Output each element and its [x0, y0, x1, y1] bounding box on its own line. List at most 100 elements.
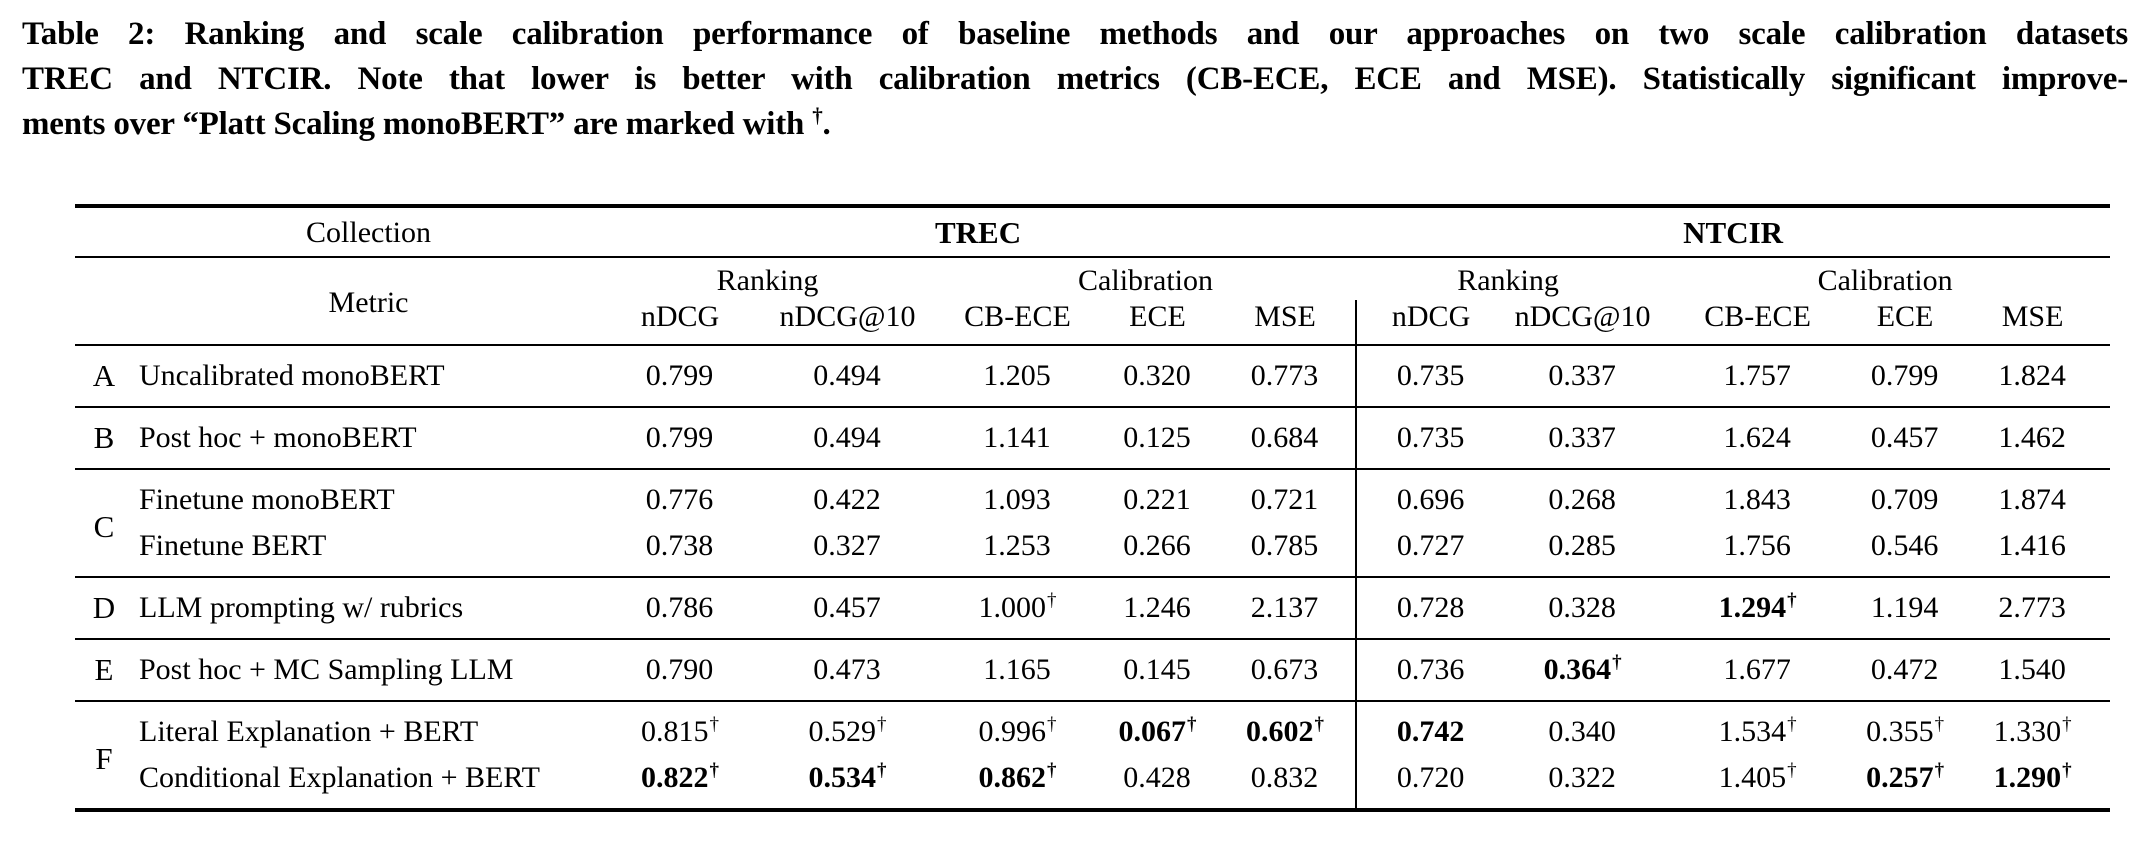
col-header-ntcir-ndcg: nDCG	[1355, 300, 1506, 345]
metric-cell: 0.799	[645, 359, 714, 392]
dataset-header-ntcir: NTCIR	[1683, 215, 1784, 250]
metric-cell: 0.546	[1870, 529, 1939, 562]
metric-cell: 0.736	[1355, 639, 1506, 701]
col-header-trec-ece: ECE	[1129, 300, 1186, 333]
col-header-trec-cbece: CB-ECE	[964, 300, 1071, 333]
metric-cell: 0.322	[1548, 761, 1616, 794]
method-name: LLM prompting w/ rubrics	[139, 591, 464, 624]
row-group-label: D	[92, 590, 116, 625]
metric-cell: 0.709	[1870, 483, 1939, 516]
metric-cell: 1.290†	[1993, 760, 2072, 794]
metric-cell: 0.221	[1123, 483, 1191, 516]
row-group-label: C	[93, 508, 115, 544]
metric-cell: 0.355†	[1866, 714, 1945, 748]
metric-cell: 0.773	[1250, 359, 1319, 392]
col-header-trec-ndcg10: nDCG@10	[779, 300, 916, 333]
caption-line-1: Table 2: Ranking and scale calibration p…	[22, 16, 2128, 52]
caption-line-2: TREC and NTCIR. Note that lower is bette…	[22, 61, 2128, 97]
metric-cell: 0.735	[1355, 407, 1506, 469]
metric-group-row: Metric Ranking Calibration Ranking Calib…	[75, 257, 2110, 319]
metric-label: Metric	[328, 286, 409, 319]
method-name: Literal Explanation + BERT	[139, 715, 479, 748]
metric-cell: 0.815†	[641, 714, 720, 748]
col-header-ntcir-mse: MSE	[2001, 300, 2064, 333]
method-name: Uncalibrated monoBERT	[139, 359, 445, 392]
method-name: Finetune monoBERT	[139, 483, 395, 516]
table-caption: Table 2: Ranking and scale calibration p…	[22, 12, 2128, 147]
metric-cell: 1.540	[1998, 653, 2066, 686]
metric-cell: 1.253	[983, 529, 1051, 562]
metric-cell: 1.756	[1723, 529, 1791, 562]
metric-cell: 0.735	[1355, 345, 1506, 407]
metric-cell: 0.337	[1548, 359, 1616, 392]
metric-cell: 1.165	[983, 653, 1051, 686]
group-header-trec-calibration: Calibration	[1078, 264, 1214, 297]
metric-cell: 1.205	[983, 359, 1051, 392]
metric-cell: 0.720	[1355, 755, 1506, 810]
metric-cell: 0.494	[813, 421, 881, 454]
caption-line-3: ments over “Platt Scaling monoBERT” are …	[22, 102, 2128, 147]
metric-cell: 0.776	[645, 483, 714, 516]
collection-label: Collection	[306, 216, 431, 249]
metric-cell: 0.742	[1355, 701, 1506, 755]
metric-cell: 0.534†	[808, 760, 887, 794]
metric-cell: 0.862†	[978, 760, 1057, 794]
metric-cell: 0.996†	[978, 714, 1057, 748]
metric-cell: 0.428	[1123, 761, 1191, 794]
table-row-f1: F Literal Explanation + BERT 0.815† 0.52…	[75, 701, 2110, 775]
metric-cell: 0.266	[1123, 529, 1191, 562]
metric-cell: 1.294†	[1718, 590, 1797, 624]
metric-cell: 1.000†	[978, 590, 1057, 624]
metric-cell: 1.824	[1998, 359, 2066, 392]
dagger-symbol: †	[812, 103, 823, 127]
metric-cell: 2.137	[1250, 591, 1319, 624]
metric-cell: 0.738	[645, 529, 714, 562]
metric-cell: 2.773	[1998, 591, 2066, 624]
metric-cell: 0.799	[1870, 359, 1939, 392]
col-header-ntcir-ece: ECE	[1876, 300, 1934, 333]
metric-cell: 0.328	[1548, 591, 1616, 624]
metric-cell: 1.534†	[1718, 714, 1797, 748]
metric-cell: 1.624	[1723, 421, 1791, 454]
metric-cell: 0.721	[1250, 483, 1319, 516]
metric-cell: 0.285	[1548, 529, 1616, 562]
method-name: Conditional Explanation + BERT	[139, 761, 540, 794]
metric-cell: 0.785	[1250, 529, 1319, 562]
metric-cell: 0.340	[1548, 715, 1616, 748]
metric-cell: 0.728	[1355, 577, 1506, 639]
col-header-ntcir-cbece: CB-ECE	[1704, 300, 1811, 333]
metric-cell: 1.330†	[1993, 714, 2072, 748]
dataset-header-trec: TREC	[934, 215, 1022, 250]
group-header-ntcir-calibration: Calibration	[1817, 264, 1953, 297]
metric-cell: 0.125	[1123, 421, 1191, 454]
metric-cell: 0.790	[645, 653, 714, 686]
method-name: Post hoc + MC Sampling LLM	[139, 653, 514, 686]
table-row-c2: Finetune BERT 0.738 0.327 1.253 0.266 0.…	[75, 523, 2111, 577]
metric-cell: 1.874	[1998, 483, 2066, 516]
metric-cell: 0.257†	[1866, 760, 1945, 794]
metric-cell: 1.416	[1998, 529, 2066, 562]
metric-cell: 0.684	[1250, 421, 1319, 454]
table-row-d: D LLM prompting w/ rubrics 0.786 0.457 1…	[75, 577, 2111, 639]
metric-subheader-row: nDCG nDCG@10 CB-ECE ECE MSE nDCG nDCG@10…	[75, 300, 2111, 345]
metric-cell: 0.673	[1250, 653, 1319, 686]
table-row-c1: C Finetune monoBERT 0.776 0.422 1.093 0.…	[75, 469, 2110, 543]
metric-cell: 0.602†	[1246, 714, 1325, 748]
metric-cell: 0.145	[1123, 653, 1191, 686]
group-header-ntcir-ranking: Ranking	[1457, 264, 1559, 297]
metric-cell: 0.268	[1548, 483, 1616, 516]
metric-cell: 0.364†	[1543, 652, 1622, 686]
metric-cell: 0.422	[813, 483, 881, 516]
caption-line-3-period: .	[822, 106, 831, 142]
table-row-a: A Uncalibrated monoBERT 0.799 0.494 1.20…	[75, 345, 2111, 407]
row-group-label: B	[93, 420, 115, 455]
metric-cell: 1.246	[1123, 591, 1191, 624]
metric-cell: 1.093	[983, 483, 1051, 516]
metric-cell: 1.194	[1870, 591, 1939, 624]
metric-cell: 0.457	[1870, 421, 1939, 454]
metric-cell: 0.529†	[808, 714, 887, 748]
metric-cell: 0.327	[813, 529, 881, 562]
metric-cell: 0.832	[1250, 761, 1319, 794]
metric-cell: 0.337	[1548, 421, 1616, 454]
